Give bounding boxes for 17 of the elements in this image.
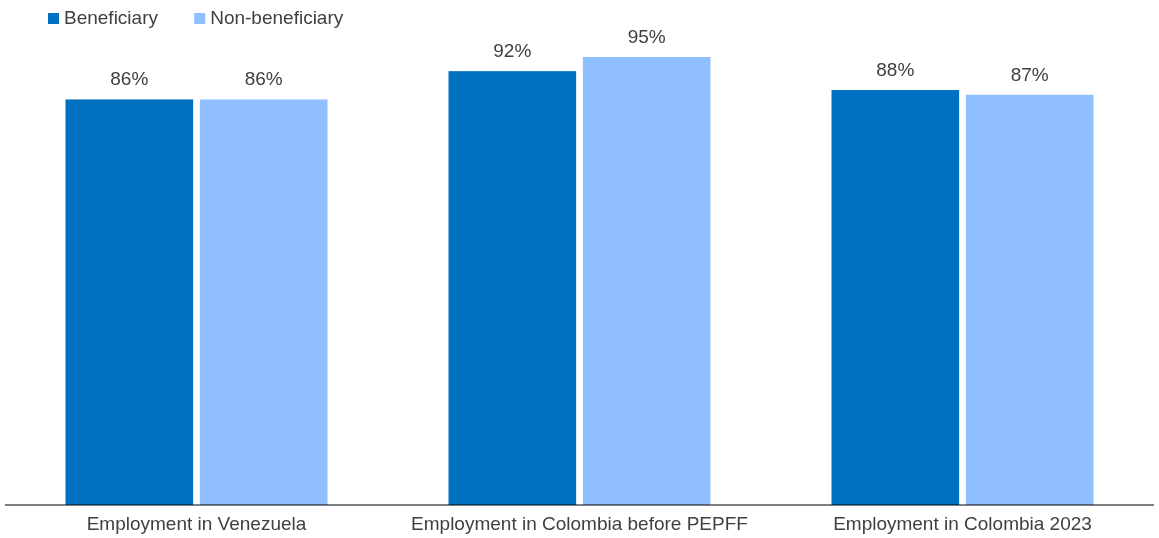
data-label: 86% bbox=[110, 68, 149, 90]
bar bbox=[965, 94, 1094, 505]
bar bbox=[831, 90, 960, 505]
bar bbox=[448, 71, 577, 505]
bar bbox=[199, 99, 328, 505]
legend-label: Non-beneficiary bbox=[210, 7, 344, 28]
bar bbox=[65, 99, 194, 505]
data-label: 86% bbox=[244, 68, 283, 90]
x-tick-label: Employment in Venezuela bbox=[86, 513, 307, 534]
data-label: 87% bbox=[1010, 63, 1049, 85]
data-label: 92% bbox=[493, 40, 532, 62]
data-label: 88% bbox=[876, 59, 915, 81]
legend-label: Beneficiary bbox=[64, 7, 159, 28]
bar bbox=[582, 57, 711, 505]
x-tick-label: Employment in Colombia before PEPFF bbox=[411, 513, 748, 534]
x-tick-label: Employment in Colombia 2023 bbox=[833, 513, 1092, 534]
data-label: 95% bbox=[627, 26, 666, 47]
